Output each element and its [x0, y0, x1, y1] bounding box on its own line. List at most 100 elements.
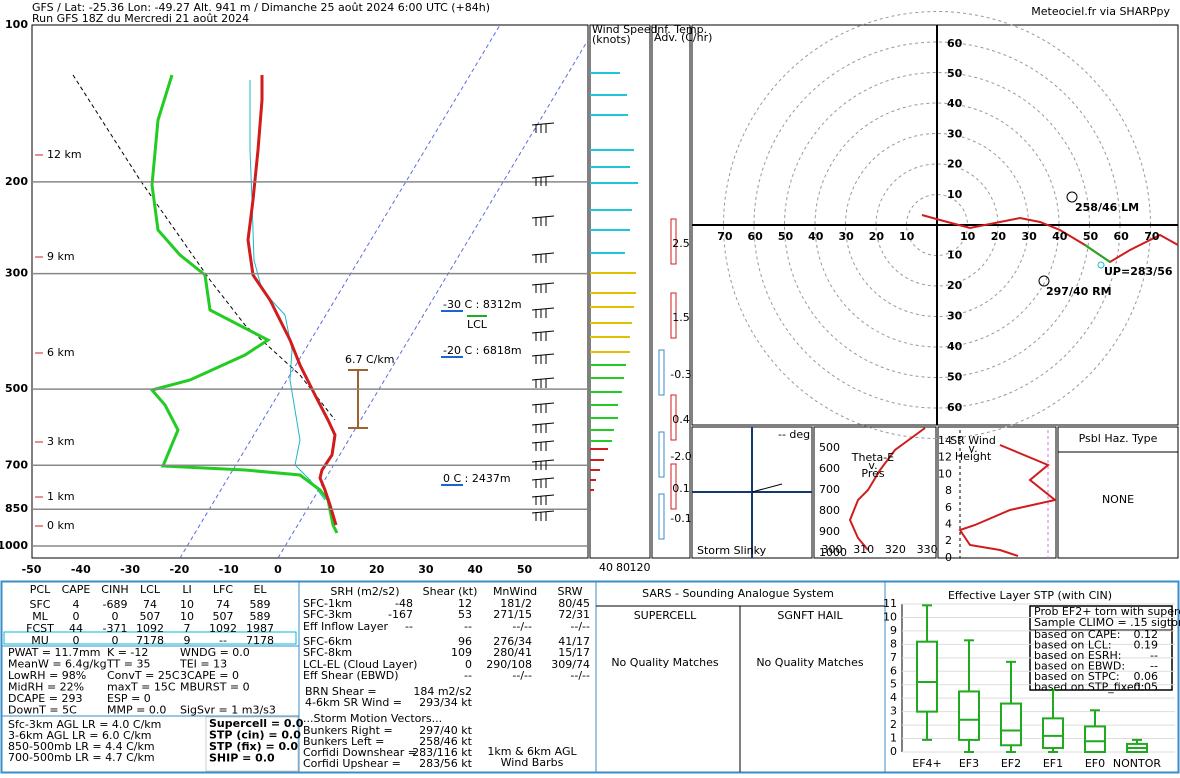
index: PWAT = 11.7mm — [8, 646, 100, 659]
thetae-tick: 310 — [853, 543, 874, 556]
thetae-frame — [813, 426, 937, 559]
height-label: 12 km — [47, 148, 82, 161]
index: DCAPE = 293 — [8, 692, 82, 705]
stp-tick: 10 — [883, 610, 897, 623]
hodo-tick: 50 — [1083, 230, 1099, 243]
temperature-label: 20 — [369, 563, 385, 576]
temperature-label: 50 — [517, 563, 533, 576]
rm-marker — [1038, 275, 1050, 287]
wind-tick: 40 — [599, 561, 613, 574]
lcl-label: LCL — [467, 318, 488, 331]
kin-value: 283/116 kt — [412, 746, 473, 759]
index: SigSvr = 1 m3/s3 — [180, 704, 276, 717]
hazard-title: Psbl Haz. Type — [1079, 432, 1158, 445]
stp-legend-box — [1029, 605, 1173, 691]
hodo-label: UP=283/56 — [1104, 265, 1173, 278]
kin-value: --/-- — [570, 620, 590, 633]
table-cell: 1092 — [209, 622, 237, 635]
box — [958, 690, 980, 741]
kin-value: --/-- — [570, 669, 590, 682]
stp-tick: 11 — [883, 597, 897, 610]
index: DownT = 5C — [8, 704, 77, 717]
kin-label: Corfidi Downshear = — [303, 746, 417, 759]
stp-tick: 3 — [890, 705, 897, 718]
thetae-trace — [848, 427, 926, 551]
kin-value: 0 — [465, 658, 472, 671]
kin-header: SRH (m2/s2) — [330, 585, 399, 598]
srwind-tick: 0 — [945, 551, 952, 564]
srwind-tick: 8 — [945, 484, 952, 497]
hodo-label: 258/46 LM — [1075, 201, 1139, 214]
table-cell: ML — [32, 610, 48, 623]
adv-label: 2.5 — [672, 237, 690, 250]
kin-value: 109 — [451, 646, 472, 659]
table-cell: 0 — [73, 610, 80, 623]
table-cell: 7178 — [136, 634, 164, 647]
severe-index: STP (cin) = 0.0 — [209, 729, 301, 742]
kin-value: -167 — [388, 608, 413, 621]
hazard-frame — [1057, 426, 1179, 559]
kin-value: -48 — [395, 597, 413, 610]
lm-marker — [1066, 191, 1078, 203]
kin-value: -- — [464, 620, 472, 633]
panel-title: Wind Speed — [592, 23, 658, 36]
pressure-label: 1000 — [0, 539, 28, 552]
table-header: LCL — [140, 583, 161, 596]
kin-label: ...Storm Motion Vectors... — [303, 712, 442, 725]
stp-prob-value: -- — [1150, 649, 1158, 662]
stp-tick: 2 — [890, 718, 897, 731]
table-cell: 7178 — [246, 634, 274, 647]
hodograph-trace — [1084, 244, 1111, 263]
hodo-tick: 70 — [717, 230, 733, 243]
index: ConvT = 25C — [107, 669, 180, 682]
table-cell: 74 — [216, 598, 230, 611]
table-header: LI — [182, 583, 191, 596]
table-cell: 0 — [112, 610, 119, 623]
severe-index: STP (fix) = 0.0 — [209, 740, 298, 753]
kin-value: --/-- — [512, 620, 532, 633]
index: MeanW = 6.4g/kg — [8, 658, 107, 671]
kin-header: SRW — [557, 585, 582, 598]
temperature-label: 40 — [468, 563, 484, 576]
level-annotation: -20 C : 6818m — [443, 344, 522, 357]
kin-value: 271/15 — [493, 608, 532, 621]
srwind-tick: 6 — [945, 501, 952, 514]
index: MBURST = 0 — [180, 681, 250, 694]
kin-header: Shear (kt) — [423, 585, 478, 598]
thetae-title: v. — [868, 459, 877, 472]
hodo-tick: 30 — [947, 310, 963, 323]
table-cell: -371 — [103, 622, 128, 635]
kin-label: Corfidi Upshear = — [303, 757, 401, 770]
hodo-tick: 50 — [778, 230, 794, 243]
kin-value: 280/41 — [493, 646, 532, 659]
parcel-trace — [72, 74, 336, 421]
barb-note: 1km & 6km AGL — [487, 745, 577, 758]
height-label: 9 km — [47, 250, 75, 263]
hodo-tick: 30 — [1021, 230, 1037, 243]
kin-value: 290/108 — [486, 658, 532, 671]
thetae-tick: 330 — [917, 543, 938, 556]
kin-label: BRN Shear = — [305, 685, 377, 698]
srwind-title: SR Wind — [950, 434, 996, 447]
thetae-tick: 300 — [822, 543, 843, 556]
temperature-label: -10 — [219, 563, 239, 576]
hodo-tick: 40 — [947, 340, 963, 353]
table-cell: 44 — [69, 622, 83, 635]
stp-prob-label: based on CAPE: — [1034, 628, 1120, 641]
table-cell: 589 — [250, 598, 271, 611]
srwind-tick: 10 — [938, 467, 952, 480]
kin-value: 41/17 — [558, 635, 590, 648]
thetae-tick: 800 — [819, 504, 840, 517]
adv-label: -0.1 — [670, 512, 691, 525]
sars-header: SGNFT HAIL — [777, 609, 843, 622]
level-annotation: 0 C : 2437m — [443, 472, 511, 485]
table-cell: -689 — [103, 598, 128, 611]
hodo-tick: 20 — [869, 230, 885, 243]
hodo-tick: 60 — [947, 37, 963, 50]
stp-category: EF1 — [1043, 757, 1063, 770]
sars-result: No Quality Matches — [756, 656, 864, 669]
kin-label: SFC-3km — [303, 608, 352, 621]
adv-bar — [670, 463, 677, 510]
